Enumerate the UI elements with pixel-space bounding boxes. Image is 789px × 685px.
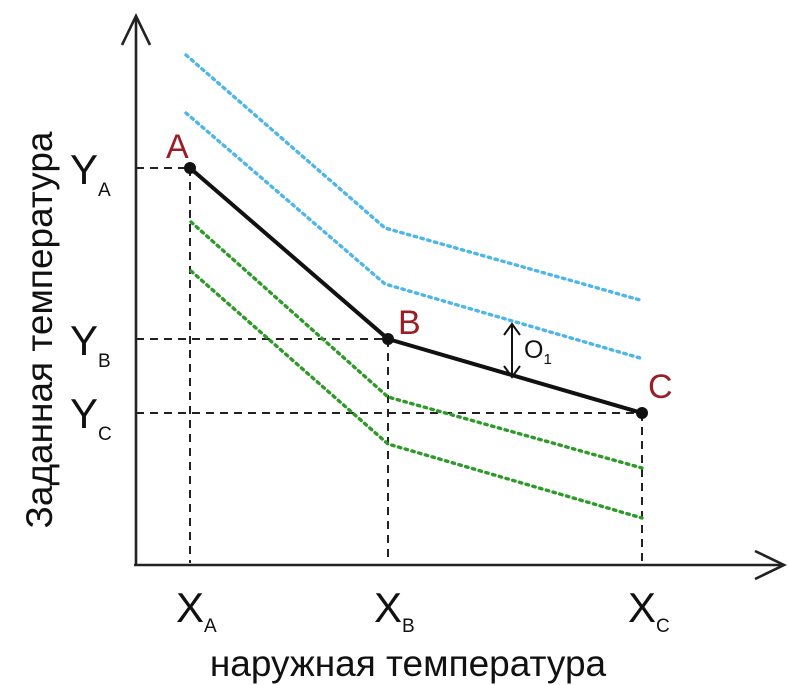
lower-offset-curve-1 xyxy=(189,220,644,470)
x-tick-b: XB xyxy=(374,584,415,637)
point-c-label: C xyxy=(648,368,673,406)
offset-double-arrow-icon xyxy=(503,322,521,379)
x-axis-title: наружная температура xyxy=(210,643,607,684)
offset-label: O1 xyxy=(524,336,552,368)
y-tick-b: YB xyxy=(70,317,111,372)
point-a-marker xyxy=(184,162,196,174)
upper-offset-curve-1 xyxy=(184,111,642,360)
upper-offset-curve-2 xyxy=(184,53,642,302)
y-axis-title: Заданная температура xyxy=(19,131,60,528)
point-c-marker xyxy=(636,407,648,419)
point-b-label: B xyxy=(398,304,421,342)
lower-offset-curve-2 xyxy=(189,269,644,520)
y-tick-a: YA xyxy=(70,146,111,201)
x-tick-a: XA xyxy=(176,584,217,637)
heating-curve xyxy=(188,166,643,415)
point-a-label: A xyxy=(166,128,189,166)
point-b-marker xyxy=(382,333,394,345)
x-axis-arrow-icon xyxy=(754,549,787,581)
y-axis-arrow-icon xyxy=(120,13,152,46)
y-tick-c: YC xyxy=(70,390,112,445)
x-tick-c: XC xyxy=(628,584,670,637)
